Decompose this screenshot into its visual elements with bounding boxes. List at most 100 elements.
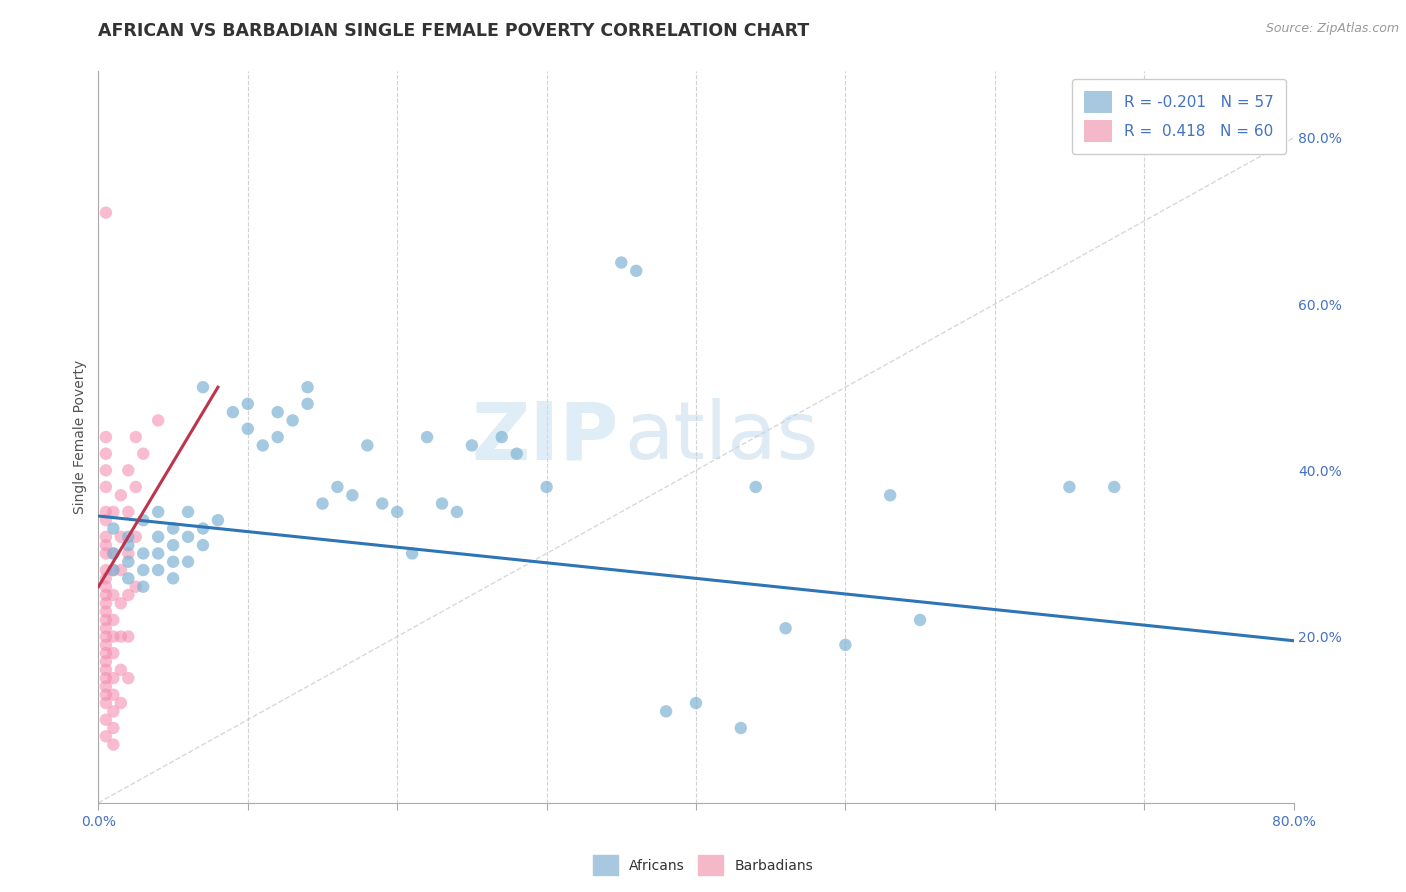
Point	[385, 505, 409, 519]
Point	[94, 646, 117, 660]
Point	[148, 413, 170, 427]
Text: ZIP: ZIP	[471, 398, 619, 476]
Point	[162, 555, 184, 569]
Point	[94, 688, 117, 702]
Point	[132, 580, 155, 594]
Point	[132, 563, 155, 577]
Point	[110, 563, 132, 577]
Legend: R = -0.201   N = 57, R =  0.418   N = 60: R = -0.201 N = 57, R = 0.418 N = 60	[1071, 79, 1286, 154]
Text: Source: ZipAtlas.com: Source: ZipAtlas.com	[1265, 22, 1399, 36]
Point	[148, 563, 170, 577]
Point	[94, 655, 117, 669]
Point	[416, 430, 439, 444]
Point	[103, 630, 125, 644]
Point	[94, 596, 117, 610]
Y-axis label: Single Female Poverty: Single Female Poverty	[73, 360, 87, 514]
Point	[103, 688, 125, 702]
Point	[94, 538, 117, 552]
Point	[371, 497, 394, 511]
Point	[117, 538, 139, 552]
Point	[94, 696, 117, 710]
Point	[94, 563, 117, 577]
Legend: Africans, Barbadians: Africans, Barbadians	[588, 850, 818, 880]
Point	[177, 530, 200, 544]
Point	[536, 480, 558, 494]
Point	[117, 530, 139, 544]
Point	[103, 613, 125, 627]
Point	[94, 588, 117, 602]
Point	[252, 438, 274, 452]
Point	[94, 571, 117, 585]
Point	[103, 505, 125, 519]
Point	[103, 588, 125, 602]
Point	[267, 430, 290, 444]
Point	[103, 546, 125, 560]
Point	[103, 646, 125, 660]
Point	[267, 405, 290, 419]
Point	[191, 521, 214, 535]
Point	[191, 538, 214, 552]
Point	[103, 521, 125, 535]
Point	[94, 530, 117, 544]
Point	[297, 380, 319, 394]
Point	[103, 721, 125, 735]
Point	[117, 571, 139, 585]
Point	[191, 380, 214, 394]
Point	[908, 613, 931, 627]
Point	[94, 729, 117, 743]
Point	[401, 546, 423, 560]
Point	[94, 680, 117, 694]
Point	[117, 671, 139, 685]
Point	[103, 563, 125, 577]
Point	[222, 405, 245, 419]
Point	[110, 696, 132, 710]
Point	[103, 563, 125, 577]
Point	[103, 671, 125, 685]
Point	[94, 638, 117, 652]
Point	[117, 505, 139, 519]
Point	[236, 422, 259, 436]
Point	[1104, 480, 1126, 494]
Point	[94, 630, 117, 644]
Point	[162, 538, 184, 552]
Point	[94, 621, 117, 635]
Point	[110, 596, 132, 610]
Point	[610, 255, 633, 269]
Point	[94, 613, 117, 627]
Point	[626, 264, 648, 278]
Point	[94, 430, 117, 444]
Point	[94, 205, 117, 219]
Point	[1059, 480, 1081, 494]
Point	[326, 480, 349, 494]
Point	[311, 497, 333, 511]
Point	[94, 513, 117, 527]
Point	[94, 463, 117, 477]
Point	[730, 721, 752, 735]
Point	[879, 488, 901, 502]
Point	[745, 480, 768, 494]
Point	[117, 555, 139, 569]
Point	[446, 505, 468, 519]
Point	[655, 705, 678, 719]
Point	[94, 605, 117, 619]
Point	[132, 546, 155, 560]
Point	[103, 738, 125, 752]
Point	[132, 513, 155, 527]
Point	[281, 413, 304, 427]
Point	[94, 713, 117, 727]
Point	[125, 480, 148, 494]
Point	[94, 580, 117, 594]
Point	[110, 630, 132, 644]
Point	[297, 397, 319, 411]
Point	[162, 571, 184, 585]
Point	[162, 521, 184, 535]
Point	[834, 638, 856, 652]
Point	[148, 546, 170, 560]
Point	[117, 463, 139, 477]
Point	[94, 546, 117, 560]
Point	[94, 447, 117, 461]
Point	[148, 505, 170, 519]
Point	[148, 530, 170, 544]
Point	[94, 505, 117, 519]
Point	[94, 671, 117, 685]
